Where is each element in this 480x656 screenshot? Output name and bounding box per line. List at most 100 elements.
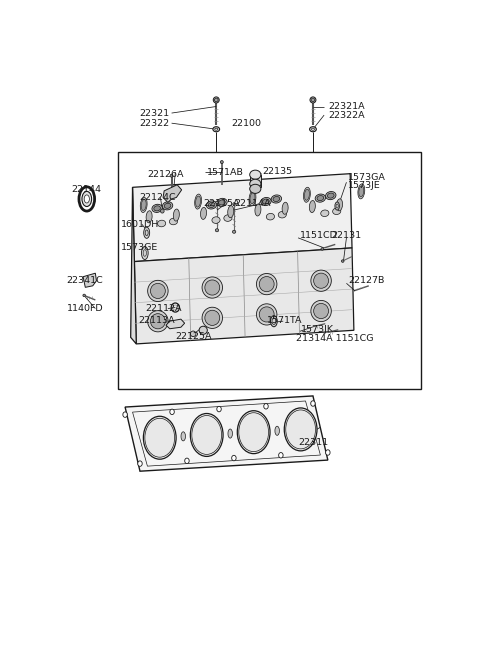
Ellipse shape: [185, 458, 189, 464]
Ellipse shape: [196, 196, 201, 207]
Ellipse shape: [148, 311, 168, 332]
Ellipse shape: [154, 206, 160, 211]
Ellipse shape: [310, 127, 316, 132]
Text: 1573JE: 1573JE: [348, 181, 381, 190]
Text: 22126A: 22126A: [147, 170, 184, 179]
Text: 22321: 22321: [140, 109, 170, 117]
Ellipse shape: [213, 97, 219, 103]
Ellipse shape: [83, 294, 85, 297]
Ellipse shape: [266, 213, 275, 220]
Ellipse shape: [321, 248, 324, 250]
Ellipse shape: [84, 195, 89, 203]
Ellipse shape: [205, 280, 220, 295]
Text: 22125A: 22125A: [176, 332, 212, 341]
Ellipse shape: [232, 455, 236, 461]
Text: 1573JK: 1573JK: [301, 325, 334, 335]
Ellipse shape: [313, 273, 328, 288]
Ellipse shape: [212, 216, 220, 224]
Ellipse shape: [208, 203, 215, 207]
Ellipse shape: [79, 187, 95, 211]
Ellipse shape: [195, 194, 202, 209]
Ellipse shape: [216, 201, 218, 204]
Polygon shape: [166, 319, 185, 329]
Text: 1573GA: 1573GA: [348, 173, 386, 182]
Ellipse shape: [313, 304, 328, 319]
Ellipse shape: [278, 211, 287, 218]
Bar: [118, 152, 421, 390]
Text: 22311: 22311: [298, 438, 328, 447]
Ellipse shape: [228, 429, 232, 438]
Ellipse shape: [311, 270, 331, 291]
Polygon shape: [131, 188, 136, 344]
Ellipse shape: [311, 300, 331, 321]
Text: 22112A: 22112A: [145, 304, 181, 313]
Ellipse shape: [202, 277, 223, 298]
Ellipse shape: [150, 314, 165, 329]
Text: 1140FD: 1140FD: [67, 304, 103, 313]
Ellipse shape: [191, 413, 223, 457]
Ellipse shape: [146, 211, 152, 223]
Ellipse shape: [312, 128, 314, 131]
Text: 21314A 1151CG: 21314A 1151CG: [296, 334, 374, 343]
Ellipse shape: [279, 453, 283, 458]
Text: 22144: 22144: [71, 186, 101, 194]
Ellipse shape: [138, 461, 142, 466]
Ellipse shape: [150, 283, 165, 298]
Ellipse shape: [284, 408, 317, 451]
Ellipse shape: [220, 161, 223, 163]
Ellipse shape: [325, 450, 330, 455]
Text: 22321A: 22321A: [328, 102, 364, 111]
Ellipse shape: [213, 127, 219, 132]
Ellipse shape: [164, 203, 171, 209]
Text: 1601DH: 1601DH: [121, 220, 160, 229]
Ellipse shape: [315, 194, 325, 202]
Ellipse shape: [256, 274, 277, 295]
Text: 22100: 22100: [231, 119, 261, 128]
Ellipse shape: [321, 210, 329, 216]
Ellipse shape: [317, 195, 324, 201]
Polygon shape: [163, 185, 181, 203]
Ellipse shape: [327, 193, 334, 198]
Ellipse shape: [264, 403, 268, 409]
Ellipse shape: [255, 204, 261, 216]
Ellipse shape: [215, 98, 218, 102]
Ellipse shape: [336, 199, 343, 211]
Ellipse shape: [273, 196, 280, 201]
Ellipse shape: [170, 174, 173, 177]
Polygon shape: [125, 396, 328, 471]
Ellipse shape: [259, 307, 274, 322]
Ellipse shape: [218, 200, 225, 205]
Ellipse shape: [140, 197, 147, 213]
Ellipse shape: [275, 426, 279, 436]
Ellipse shape: [123, 412, 127, 417]
Ellipse shape: [250, 179, 261, 188]
Ellipse shape: [250, 193, 255, 203]
Text: 22114A: 22114A: [234, 199, 271, 209]
Ellipse shape: [228, 205, 234, 218]
Ellipse shape: [162, 202, 173, 210]
Ellipse shape: [191, 331, 196, 337]
Ellipse shape: [325, 192, 336, 199]
Ellipse shape: [256, 304, 277, 325]
Ellipse shape: [205, 310, 220, 325]
Ellipse shape: [335, 202, 339, 210]
Text: 22115A: 22115A: [203, 199, 240, 209]
Ellipse shape: [160, 209, 164, 213]
Ellipse shape: [303, 187, 311, 202]
Ellipse shape: [169, 218, 178, 225]
Text: 22127B: 22127B: [348, 276, 384, 285]
Ellipse shape: [250, 170, 261, 179]
Ellipse shape: [216, 229, 219, 232]
Ellipse shape: [309, 201, 315, 213]
Ellipse shape: [181, 432, 185, 441]
Ellipse shape: [359, 186, 364, 197]
Ellipse shape: [263, 199, 269, 204]
Ellipse shape: [215, 128, 218, 131]
Text: 22322A: 22322A: [328, 111, 364, 119]
Ellipse shape: [157, 220, 166, 227]
Text: 1151CD: 1151CD: [300, 231, 338, 240]
Ellipse shape: [201, 207, 206, 219]
Ellipse shape: [261, 197, 271, 205]
Bar: [250, 174, 261, 188]
Ellipse shape: [250, 184, 261, 194]
